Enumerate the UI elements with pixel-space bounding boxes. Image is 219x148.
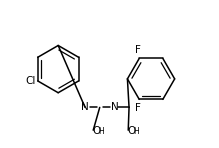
Text: H: H [133, 127, 139, 136]
Text: F: F [136, 45, 141, 55]
Text: N: N [111, 102, 118, 112]
Text: N: N [81, 102, 89, 112]
Text: O: O [127, 126, 136, 136]
Text: O: O [92, 126, 101, 136]
Text: Cl: Cl [25, 76, 35, 86]
Text: H: H [98, 127, 104, 136]
Text: F: F [136, 103, 141, 113]
